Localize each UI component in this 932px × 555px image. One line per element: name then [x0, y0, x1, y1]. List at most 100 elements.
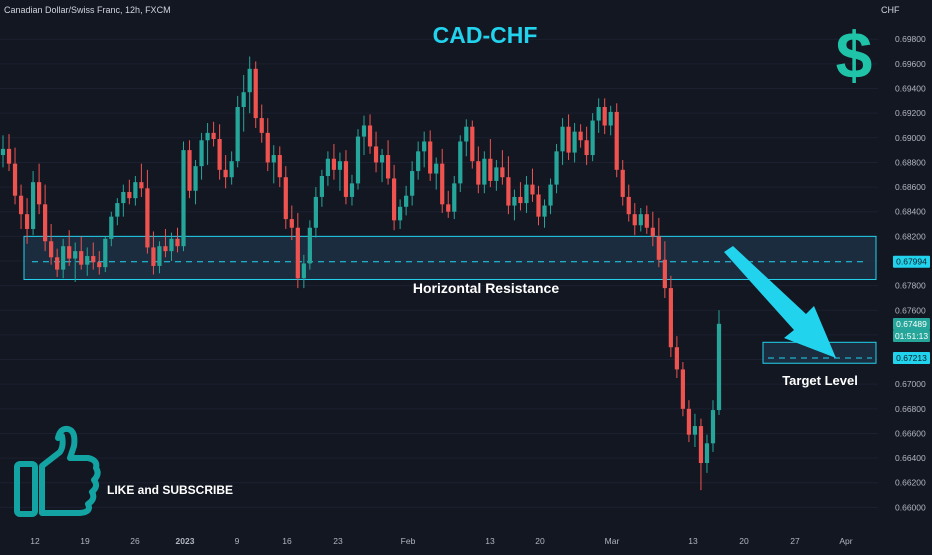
candle-body [379, 155, 385, 163]
candle-body [343, 161, 349, 197]
candle-body [145, 188, 150, 248]
candle-body [103, 238, 108, 268]
candle-body [440, 163, 445, 205]
candle-body [205, 132, 210, 141]
candle-body [680, 369, 686, 409]
candle-body [626, 196, 631, 215]
like-subscribe-label: LIKE and SUBSCRIBE [107, 483, 233, 497]
candle-body [36, 182, 42, 205]
target-price-tag-bg [893, 351, 930, 364]
y-tick-label: 0.68200 [895, 231, 926, 241]
candle-body [12, 163, 18, 196]
x-tick-label: 16 [282, 536, 292, 546]
candle-body [494, 167, 499, 181]
chart-title: CAD-CHF [432, 22, 538, 48]
candle-body [668, 288, 673, 348]
candle-body [337, 161, 343, 170]
thumb-cuff [14, 461, 38, 517]
candle-body [127, 192, 132, 199]
candle-layer [0, 56, 722, 491]
thumbs-up-icon [14, 425, 101, 517]
x-tick-label: 12 [30, 536, 40, 546]
x-tick-label: 20 [535, 536, 545, 546]
candle-body [367, 125, 373, 147]
candle-body [211, 132, 216, 140]
candle-body [199, 140, 204, 167]
candle-body [253, 68, 258, 119]
current-price-tag-bg [893, 317, 930, 330]
candle-body [61, 246, 66, 270]
candle-body [67, 246, 72, 259]
candle-body [235, 107, 240, 162]
candle-body [674, 347, 679, 370]
candle-body [632, 214, 637, 226]
candle-body [608, 111, 613, 126]
y-tick-label: 0.69400 [895, 84, 926, 94]
candle-body [530, 184, 535, 195]
candle-body [289, 219, 294, 228]
y-tick-label: 0.66200 [895, 478, 926, 488]
candle-body [692, 426, 698, 435]
y-tick-label: 0.69800 [895, 34, 926, 44]
dollar-sign-icon: $ [836, 18, 873, 92]
dollar-sign-glyph: $ [836, 18, 873, 92]
symbol-header: Canadian Dollar/Swiss Franc, 12h, FXCM [4, 5, 171, 15]
candle-body [295, 227, 300, 279]
candle-body [79, 251, 84, 265]
candle-body [247, 68, 252, 93]
candle-body [355, 136, 361, 184]
candle-body [470, 126, 475, 162]
candle-body [716, 323, 722, 411]
current-price-tag: 0.67489 [896, 319, 927, 329]
candle-body [584, 140, 589, 156]
target-arrow [724, 246, 836, 358]
candle-body [572, 131, 577, 153]
y-tick-label: 0.68600 [895, 182, 926, 192]
resistance-price-tag-bg [893, 255, 930, 268]
candle-body [73, 251, 78, 259]
x-tick-label: Feb [401, 536, 416, 546]
candle-body [638, 214, 643, 226]
candle-body [49, 241, 54, 258]
x-tick-label: 26 [130, 536, 140, 546]
candle-body [458, 141, 463, 184]
candle-body [446, 204, 451, 212]
thumb-hand [39, 425, 101, 516]
x-tick-label: 20 [739, 536, 749, 546]
x-tick-label: 19 [80, 536, 90, 546]
x-tick-label: 13 [688, 536, 698, 546]
candle-body [548, 184, 553, 206]
candle-body [217, 139, 222, 170]
y-tick-label: 0.66400 [895, 453, 926, 463]
candle-body [410, 171, 415, 196]
candle-body [91, 256, 96, 263]
candle-body [464, 126, 469, 142]
y-tick-label: 0.66600 [895, 428, 926, 438]
candle-body [361, 125, 367, 137]
y-tick-label: 0.67800 [895, 281, 926, 291]
candle-body [560, 126, 565, 152]
candle-body [6, 148, 12, 164]
candle-body [187, 150, 192, 191]
y-tick-label: 0.68800 [895, 157, 926, 167]
target-price-tag: 0.67213 [896, 353, 927, 363]
candle-body [0, 148, 6, 156]
candle-body [157, 246, 162, 266]
candle-body [265, 132, 270, 163]
candle-body [704, 443, 710, 464]
candle-body [277, 155, 282, 178]
candle-body [686, 408, 692, 435]
candle-body [398, 206, 403, 221]
candle-body [554, 151, 559, 185]
y-tick-label: 0.69200 [895, 108, 926, 118]
candle-body [85, 256, 90, 265]
candle-body [115, 203, 120, 217]
candle-body [434, 163, 439, 174]
candle-body [24, 214, 30, 229]
y-tick-label: 0.66800 [895, 404, 926, 414]
x-tick-label: 13 [485, 536, 495, 546]
candle-body [698, 426, 704, 464]
candle-body [385, 155, 391, 179]
